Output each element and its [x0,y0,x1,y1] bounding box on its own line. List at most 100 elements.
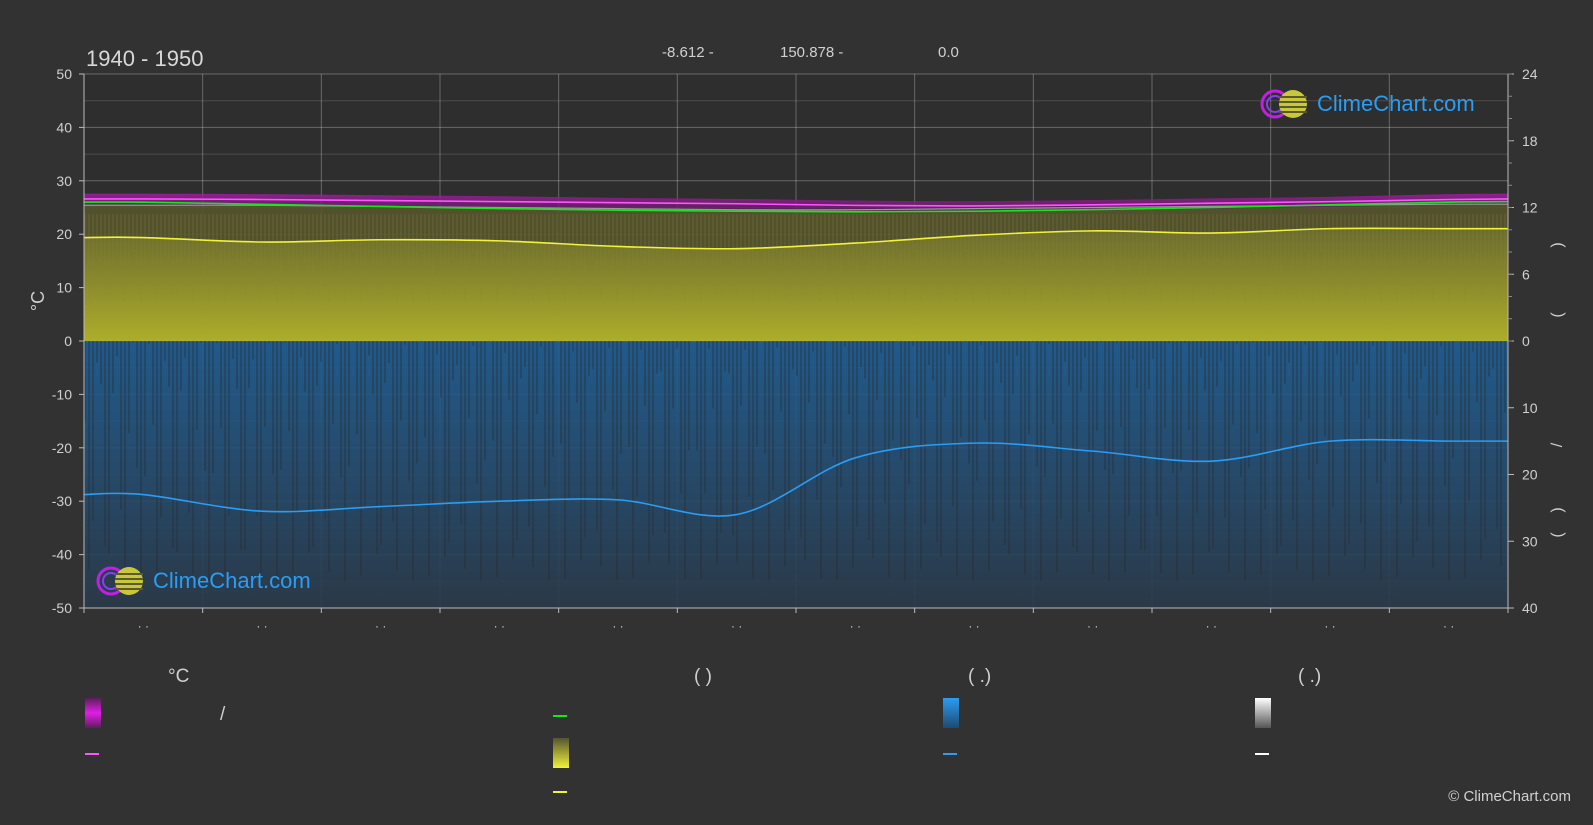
sun-texture-stripe [888,214,890,303]
sun-texture-stripe [344,214,346,303]
precip-texture-stripe [1248,341,1250,468]
sun-texture-stripe [564,214,566,303]
precip-texture-stripe [1464,341,1466,578]
sun-texture-stripe [500,214,502,287]
sun-texture-stripe [1248,214,1250,279]
precip-texture-stripe [1480,341,1482,560]
logo-top[interactable]: ClimeChart.com [1259,88,1475,120]
sun-texture-stripe [1308,214,1310,282]
sun-texture-stripe [308,214,310,297]
precip-texture-stripe [208,341,210,582]
sun-texture-stripe [764,214,766,276]
legend-temp-slash: / [220,704,226,725]
sun-texture-stripe [904,214,906,303]
sun-texture-stripe [400,214,402,269]
sun-texture-stripe [1328,214,1330,302]
y-tick-label-left: -50 [52,600,72,616]
precip-texture-stripe [1412,341,1414,558]
sun-texture-stripe [1464,214,1466,303]
sun-texture-stripe [556,214,558,253]
sun-texture-stripe [612,214,614,284]
precip-texture-stripe [412,341,414,581]
sun-texture-stripe [524,214,526,258]
sun-texture-stripe [712,214,714,267]
precip-texture-stripe [532,341,534,568]
y-axis-label-right-part: ( [1549,312,1566,318]
sun-texture-stripe [108,214,110,298]
precip-texture-stripe [1184,341,1186,343]
sun-texture-stripe [1292,214,1294,291]
precip-texture-stripe [604,341,606,412]
sun-texture-stripe [1084,214,1086,256]
sun-texture-stripe [376,214,378,298]
precip-texture-stripe [572,341,574,352]
precip-texture-stripe [1460,341,1462,443]
precip-texture-stripe [864,341,866,379]
sun-texture-stripe [804,214,806,299]
precip-texture-stripe [340,341,342,478]
sun-texture-stripe [1484,214,1486,294]
sun-texture-stripe [796,214,798,260]
sun-texture-stripe [960,214,962,273]
sun-texture-stripe [1076,214,1078,297]
sun-texture-stripe [980,214,982,253]
precip-texture-stripe [712,341,714,409]
sun-texture-stripe [688,214,690,276]
sun-texture-stripe [768,214,770,303]
sun-texture-stripe [976,214,978,282]
precip-texture-stripe [976,341,978,481]
precip-texture-stripe [508,341,510,400]
sun-texture-stripe [1260,214,1262,302]
precip-texture-stripe [304,341,306,392]
precip-texture-stripe [1052,341,1054,424]
precip-texture-stripe [216,341,218,344]
sun-texture-stripe [268,214,270,253]
sun-texture-stripe [1036,214,1038,279]
precip-texture-stripe [996,341,998,364]
precip-texture-stripe [1108,341,1110,582]
precip-texture-stripe [1084,341,1086,358]
x-tick-label: · · [968,619,979,633]
x-tick-label: · · [494,619,505,633]
logo-bottom[interactable]: ClimeChart.com [95,565,311,597]
precip-texture-stripe [104,341,106,546]
legend-snow-swatch [1255,698,1271,728]
sun-texture-stripe [1052,214,1054,270]
precip-texture-stripe [404,341,406,345]
precipitation-line [84,438,1508,517]
sun-texture-stripe [1288,214,1290,257]
x-tick-label: · · [1087,619,1098,633]
precip-texture-stripe [276,341,278,582]
precip-texture-stripe [1356,341,1358,365]
sun-texture-stripe [604,214,606,267]
precip-texture-stripe [1068,341,1070,386]
precip-texture-stripe [1120,341,1122,427]
sun-texture-stripe [132,214,134,253]
precip-texture-stripe [1016,341,1018,356]
precip-texture-stripe [1208,341,1210,552]
precip-texture-stripe [288,341,290,431]
sun-texture-stripe [924,214,926,291]
precip-texture-stripe [924,341,926,525]
sun-texture-stripe [1420,214,1422,261]
precip-texture-stripe [1008,341,1010,555]
precip-texture-stripe [1252,341,1254,343]
sun-texture-stripe [1068,214,1070,262]
precip-texture-stripe [1100,341,1102,343]
sun-texture-stripe [220,214,222,271]
sun-texture-stripe [1368,214,1370,269]
sun-texture-stripe [852,214,854,300]
sun-texture-stripe [860,214,862,258]
sun-texture-stripe [756,214,758,275]
sun-texture-stripe [360,214,362,302]
sun-texture-stripe [104,214,106,296]
sun-texture-stripe [148,214,150,253]
sun-texture-stripe [1072,214,1074,296]
precip-texture-stripe [164,341,166,361]
sun-texture-stripe [240,214,242,297]
precip-texture-stripe [940,341,942,557]
sun-texture-stripe [1296,214,1298,301]
precip-texture-stripe [868,341,870,541]
precip-texture-stripe [224,341,226,574]
precip-texture-stripe [1272,341,1274,394]
